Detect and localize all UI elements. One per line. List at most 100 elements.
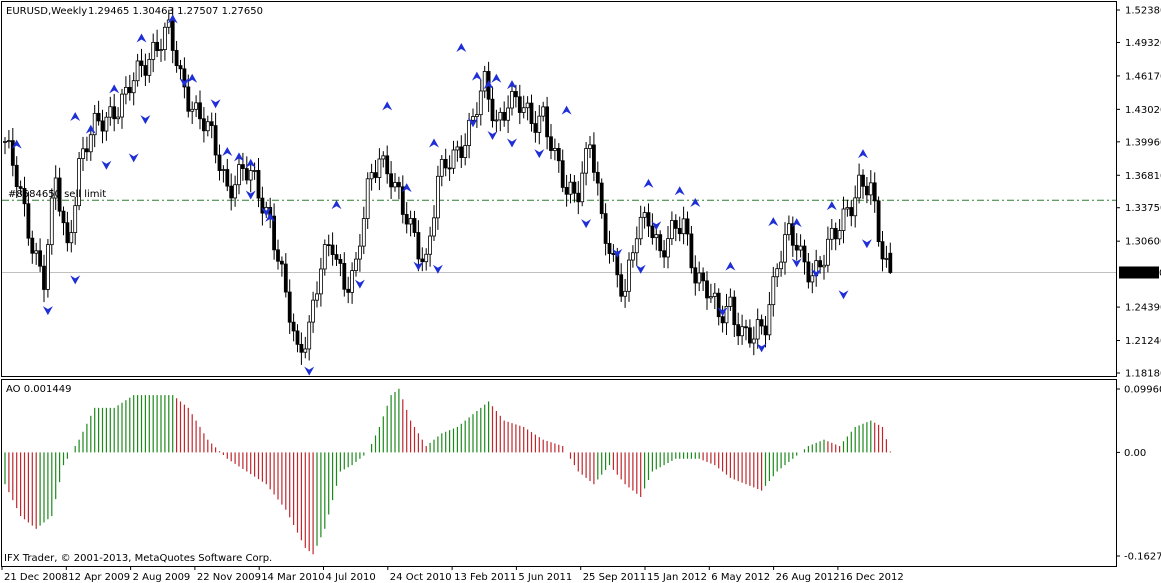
price-axis-label: 1.43020 xyxy=(1125,105,1161,116)
candle-body xyxy=(88,134,93,153)
candle-body xyxy=(326,244,331,247)
fractal-up-icon xyxy=(331,200,342,210)
candle-body xyxy=(580,172,585,203)
candle-body xyxy=(151,41,156,60)
fractal-markers xyxy=(11,14,872,376)
candle-body xyxy=(541,106,546,117)
candle-body xyxy=(545,106,549,138)
price-axis-label: 1.18180 xyxy=(1125,369,1161,380)
time-axis-label: 13 Feb 2011 xyxy=(454,572,516,583)
candle-body xyxy=(482,71,487,92)
fractal-up-icon xyxy=(265,212,276,222)
candle-body xyxy=(506,107,511,121)
candle-body xyxy=(365,178,370,219)
candle-body xyxy=(53,177,58,199)
candle-body xyxy=(295,330,300,345)
price-chart-pane[interactable] xyxy=(1,1,1117,377)
candle-body xyxy=(845,207,850,210)
candle-body xyxy=(521,107,526,113)
candle-body xyxy=(767,304,772,336)
symbol-header: EURUSD,Weekly xyxy=(6,6,87,17)
candle-body xyxy=(174,50,179,67)
candle-body xyxy=(603,213,608,244)
ao-indicator-pane[interactable] xyxy=(1,379,1117,567)
candle-body xyxy=(237,164,241,186)
candle-body xyxy=(599,182,604,215)
fractal-up-icon xyxy=(826,201,837,211)
fractal-down-icon xyxy=(581,219,592,229)
candle-body xyxy=(143,65,148,76)
fractal-up-icon xyxy=(222,147,233,157)
candle-body xyxy=(311,299,316,323)
candle-body xyxy=(829,227,834,240)
candle-body xyxy=(92,112,97,136)
candle-body xyxy=(435,175,440,219)
candle-body xyxy=(139,60,144,66)
candle-body xyxy=(576,192,581,203)
fractal-down-icon xyxy=(140,115,151,125)
ao-axis-label: 0.099609 xyxy=(1124,384,1161,395)
candle-body xyxy=(116,116,120,120)
fractal-down-icon xyxy=(354,279,365,289)
candle-body xyxy=(572,181,577,194)
candle-body xyxy=(213,125,218,156)
candle-body xyxy=(186,86,191,112)
candle-body xyxy=(159,49,163,51)
candle-body xyxy=(740,326,744,337)
candle-body xyxy=(393,182,397,188)
candle-body xyxy=(30,237,35,254)
fractal-down-icon xyxy=(717,307,728,317)
candle-body xyxy=(728,296,733,307)
candle-body xyxy=(112,106,117,120)
candle-body xyxy=(287,291,292,323)
candle-body xyxy=(584,148,588,174)
candle-body xyxy=(260,197,265,214)
candle-body xyxy=(233,184,238,199)
candle-body xyxy=(283,263,288,293)
candle-body xyxy=(763,325,768,336)
fractal-up-icon xyxy=(674,186,685,196)
fractal-up-icon xyxy=(507,80,517,90)
candle-body xyxy=(396,182,401,188)
time-axis-label: 6 May 2012 xyxy=(711,572,770,583)
candle-body xyxy=(525,102,530,109)
candle-body xyxy=(662,250,666,258)
fractal-up-icon xyxy=(109,84,120,94)
price-axis-label: 1.24390 xyxy=(1125,303,1161,314)
candle-body xyxy=(131,80,136,94)
candle-body xyxy=(794,244,799,251)
candle-body xyxy=(170,19,175,51)
price-axis-label: 1.52380 xyxy=(1125,6,1161,17)
fractal-down-icon xyxy=(468,118,478,128)
candle-body xyxy=(428,235,433,255)
fractal-down-icon xyxy=(861,239,872,249)
candle-body xyxy=(642,212,647,218)
candle-body xyxy=(57,177,62,212)
candle-body xyxy=(592,144,596,173)
candle-body xyxy=(178,65,183,70)
fractal-up-icon xyxy=(136,33,147,43)
candle-body xyxy=(49,197,54,246)
candle-body xyxy=(342,263,347,290)
candle-body xyxy=(611,253,616,255)
fractal-up-icon xyxy=(725,261,736,271)
candle-body xyxy=(334,254,339,260)
candle-body xyxy=(42,265,46,290)
candle-body xyxy=(135,60,140,82)
candle-body xyxy=(404,214,409,225)
candle-body xyxy=(841,208,846,231)
candle-body xyxy=(322,244,327,270)
candle-body xyxy=(670,220,674,240)
candle-body xyxy=(553,148,557,151)
fractal-down-icon xyxy=(210,99,221,109)
fractal-up-icon xyxy=(11,139,22,149)
price-axis-label: 1.46170 xyxy=(1125,71,1161,82)
candle-body xyxy=(443,158,448,169)
candle-body xyxy=(299,343,304,353)
time-axis-label: 25 Sep 2011 xyxy=(583,572,646,583)
candle-body xyxy=(217,154,222,171)
candle-body xyxy=(318,268,323,295)
time-axis-label: 15 Jan 2012 xyxy=(647,572,707,583)
candle-body xyxy=(315,293,319,301)
